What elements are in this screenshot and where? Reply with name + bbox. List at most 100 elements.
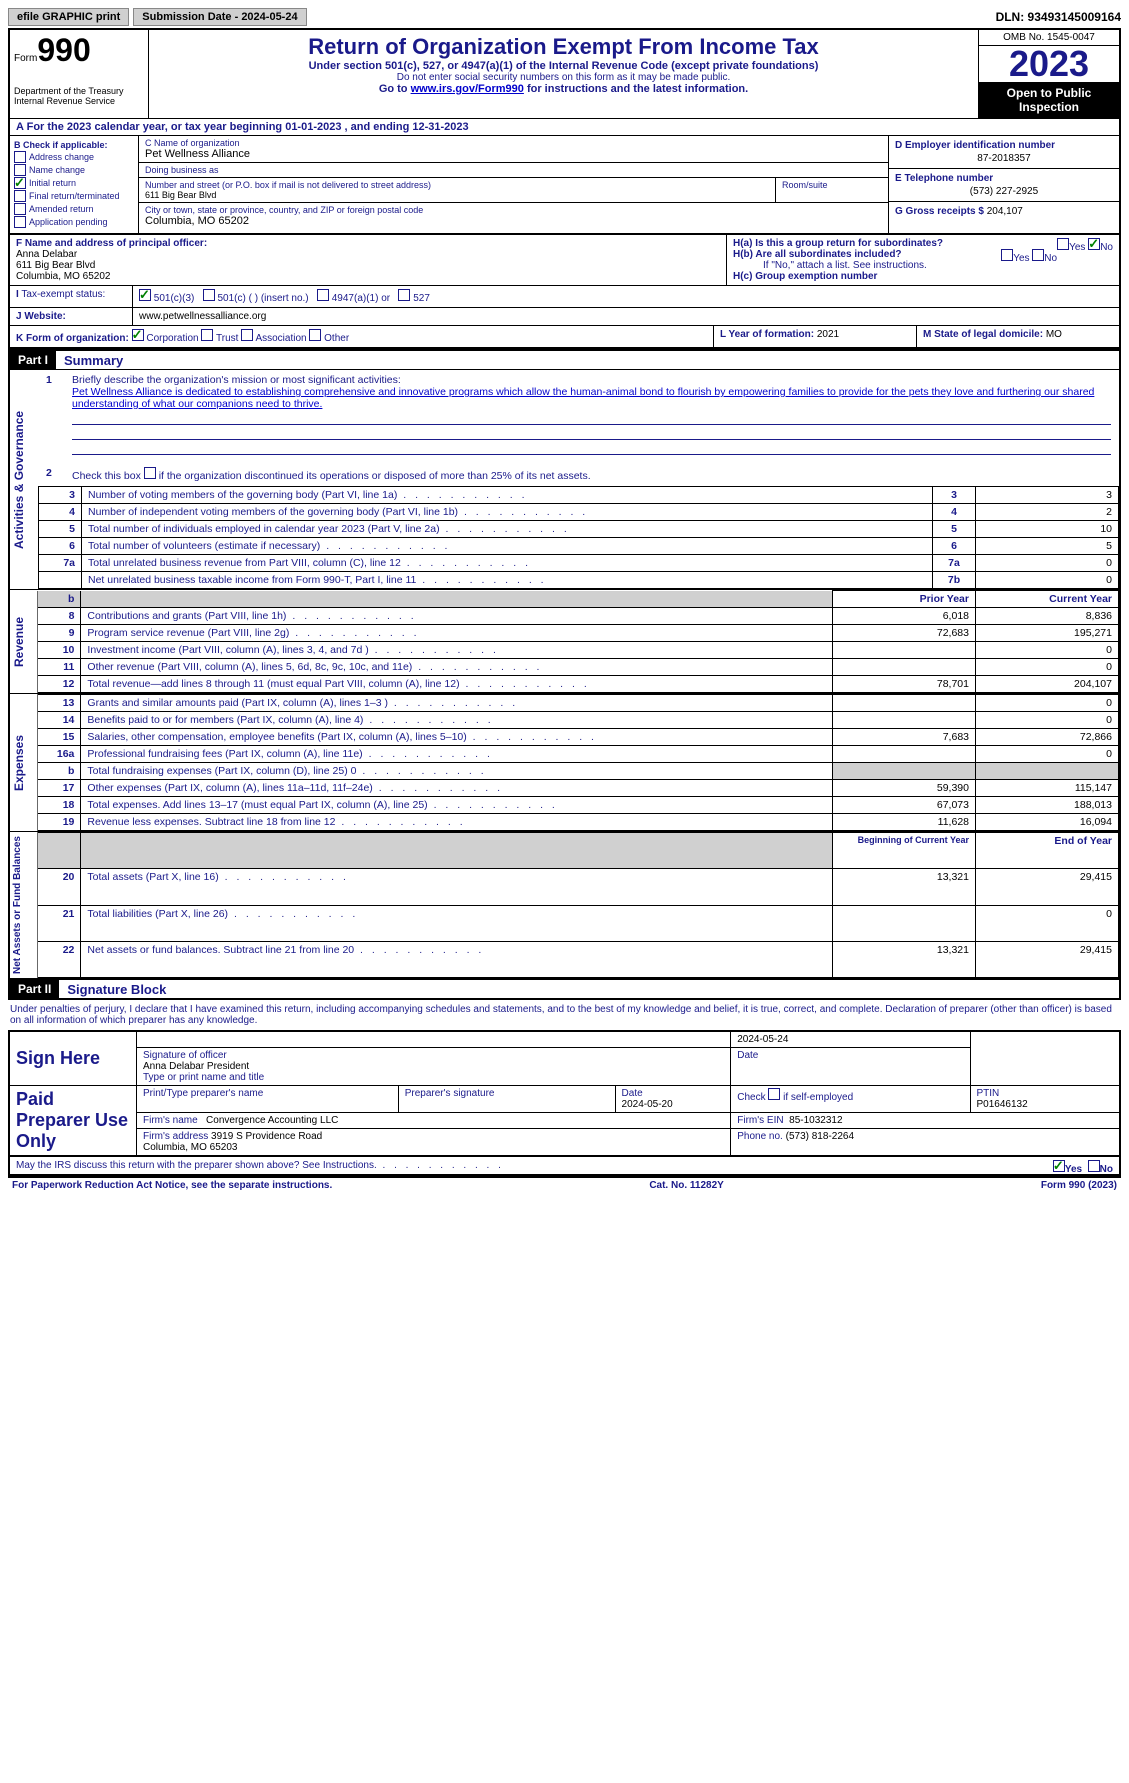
open-public-badge: Open to Public Inspection [979, 82, 1119, 118]
box-b: B Check if applicable: Address change Na… [10, 136, 139, 233]
gross-receipts: 204,107 [987, 206, 1023, 217]
checkbox-501c3[interactable] [139, 289, 151, 301]
form-subtitle-2: Do not enter social security numbers on … [157, 72, 970, 83]
table-row: 6Total number of volunteers (estimate if… [39, 538, 1119, 555]
governance-table: 3Number of voting members of the governi… [38, 486, 1119, 589]
checkbox-other[interactable] [309, 329, 321, 341]
form-title: Return of Organization Exempt From Incom… [157, 34, 970, 60]
table-row: 4Number of independent voting members of… [39, 504, 1119, 521]
checkbox-group-yes[interactable] [1057, 238, 1069, 250]
section-revenue: Revenue [10, 590, 37, 693]
table-row: 19Revenue less expenses. Subtract line 1… [38, 814, 1119, 831]
ptin: P01646132 [977, 1099, 1028, 1110]
top-bar: efile GRAPHIC print Submission Date - 20… [8, 8, 1121, 26]
table-row: 9Program service revenue (Part VIII, lin… [38, 625, 1119, 642]
checkbox-discuss-yes[interactable] [1053, 1160, 1065, 1172]
efile-button[interactable]: efile GRAPHIC print [8, 8, 129, 26]
box-h: H(a) Is this a group return for subordin… [727, 235, 1119, 285]
preparer-date: 2024-05-20 [622, 1099, 673, 1110]
section-expenses: Expenses [10, 694, 37, 831]
net-assets-table: Beginning of Current Year End of Year 20… [37, 832, 1119, 978]
form990-link[interactable]: www.irs.gov/Form990 [411, 83, 524, 95]
table-row: 11Other revenue (Part VIII, column (A), … [38, 659, 1119, 676]
box-j-label: J Website: [10, 308, 133, 325]
irs-discuss-row: May the IRS discuss this return with the… [8, 1157, 1121, 1176]
perjury-declaration: Under penalties of perjury, I declare th… [8, 998, 1121, 1030]
form-label: Form [14, 53, 37, 64]
revenue-table: b Prior Year Current Year 8Contributions… [37, 590, 1119, 693]
checkbox-4947[interactable] [317, 289, 329, 301]
table-row: 20Total assets (Part X, line 16)13,32129… [38, 869, 1119, 905]
checkbox-address-change[interactable] [14, 151, 26, 163]
telephone: (573) 227-2925 [895, 186, 1113, 197]
dept-label: Department of the TreasuryInternal Reven… [14, 86, 144, 106]
part1-header: Part I [10, 351, 56, 369]
sign-date: 2024-05-24 [737, 1034, 788, 1045]
form-header: Form990 Department of the TreasuryIntern… [8, 28, 1121, 118]
officer-name: Anna Delabar President [143, 1061, 724, 1072]
checkbox-501c[interactable] [203, 289, 215, 301]
table-row: 10Investment income (Part VIII, column (… [38, 642, 1119, 659]
calendar-year-row: A For the 2023 calendar year, or tax yea… [8, 118, 1121, 136]
street-address: 611 Big Bear Blvd [145, 190, 769, 200]
table-row: 16aProfessional fundraising fees (Part I… [38, 746, 1119, 763]
checkbox-subs-yes[interactable] [1001, 249, 1013, 261]
table-row: 21Total liabilities (Part X, line 26)0 [38, 905, 1119, 941]
form-number: 990 [37, 32, 90, 68]
table-row: 22Net assets or fund balances. Subtract … [38, 941, 1119, 977]
box-m: M State of legal domicile: MO [917, 326, 1119, 347]
dln: DLN: 93493145009164 [996, 10, 1121, 24]
website: www.petwellnessalliance.org [133, 308, 1119, 325]
table-row: Net unrelated business taxable income fr… [39, 572, 1119, 589]
table-row: 17Other expenses (Part IX, column (A), l… [38, 780, 1119, 797]
ein: 87-2018357 [895, 153, 1113, 164]
checkbox-527[interactable] [398, 289, 410, 301]
part2-title: Signature Block [59, 982, 166, 997]
table-row: 15Salaries, other compensation, employee… [38, 729, 1119, 746]
table-row: 18Total expenses. Add lines 13–17 (must … [38, 797, 1119, 814]
footer-center: Cat. No. 11282Y [649, 1180, 723, 1191]
org-name: Pet Wellness Alliance [145, 148, 882, 160]
part1-title: Summary [56, 353, 123, 368]
box-k: K Form of organization: Corporation Trus… [10, 326, 714, 347]
table-row: 8Contributions and grants (Part VIII, li… [38, 608, 1119, 625]
checkbox-association[interactable] [241, 329, 253, 341]
checkbox-self-employed[interactable] [768, 1088, 780, 1100]
tax-year: 2023 [979, 46, 1119, 82]
firm-name: Convergence Accounting LLC [206, 1115, 338, 1126]
table-row: 13Grants and similar amounts paid (Part … [38, 695, 1119, 712]
checkbox-subs-no[interactable] [1032, 249, 1044, 261]
part2-header: Part II [10, 980, 59, 998]
boxes-f-through-m: F Name and address of principal officer:… [8, 235, 1121, 349]
table-row: 12Total revenue—add lines 8 through 11 (… [38, 676, 1119, 693]
sign-here-label: Sign Here [9, 1031, 137, 1086]
table-row: 3Number of voting members of the governi… [39, 487, 1119, 504]
checkbox-corporation[interactable] [132, 329, 144, 341]
signature-block: Sign Here 2024-05-24 Signature of office… [8, 1030, 1121, 1157]
checkbox-application-pending[interactable] [14, 216, 26, 228]
entity-info-block: B Check if applicable: Address change Na… [8, 136, 1121, 235]
paid-preparer-label: Paid Preparer Use Only [9, 1086, 137, 1157]
checkbox-initial-return[interactable] [14, 177, 26, 189]
section-net-assets: Net Assets or Fund Balances [10, 832, 37, 978]
form-instructions-link: Go to www.irs.gov/Form990 for instructio… [157, 83, 970, 95]
form-subtitle-1: Under section 501(c), 527, or 4947(a)(1)… [157, 60, 970, 72]
checkbox-final-return[interactable] [14, 190, 26, 202]
box-l: L Year of formation: 2021 [714, 326, 917, 347]
page-footer: For Paperwork Reduction Act Notice, see … [8, 1176, 1121, 1193]
submission-date: Submission Date - 2024-05-24 [133, 8, 306, 26]
checkbox-trust[interactable] [201, 329, 213, 341]
checkbox-discontinued[interactable] [144, 467, 156, 479]
footer-right: Form 990 (2023) [1041, 1180, 1117, 1191]
checkbox-amended-return[interactable] [14, 203, 26, 215]
box-d-e-g: D Employer identification number 87-2018… [888, 136, 1119, 233]
expenses-table: 13Grants and similar amounts paid (Part … [37, 694, 1119, 831]
city-state-zip: Columbia, MO 65202 [145, 215, 882, 227]
box-c: C Name of organization Pet Wellness Alli… [139, 136, 888, 233]
footer-left: For Paperwork Reduction Act Notice, see … [12, 1180, 332, 1191]
checkbox-discuss-no[interactable] [1088, 1160, 1100, 1172]
firm-phone: (573) 818-2264 [786, 1131, 854, 1142]
table-row: 5Total number of individuals employed in… [39, 521, 1119, 538]
checkbox-group-no[interactable] [1088, 238, 1100, 250]
table-row: bTotal fundraising expenses (Part IX, co… [38, 763, 1119, 780]
